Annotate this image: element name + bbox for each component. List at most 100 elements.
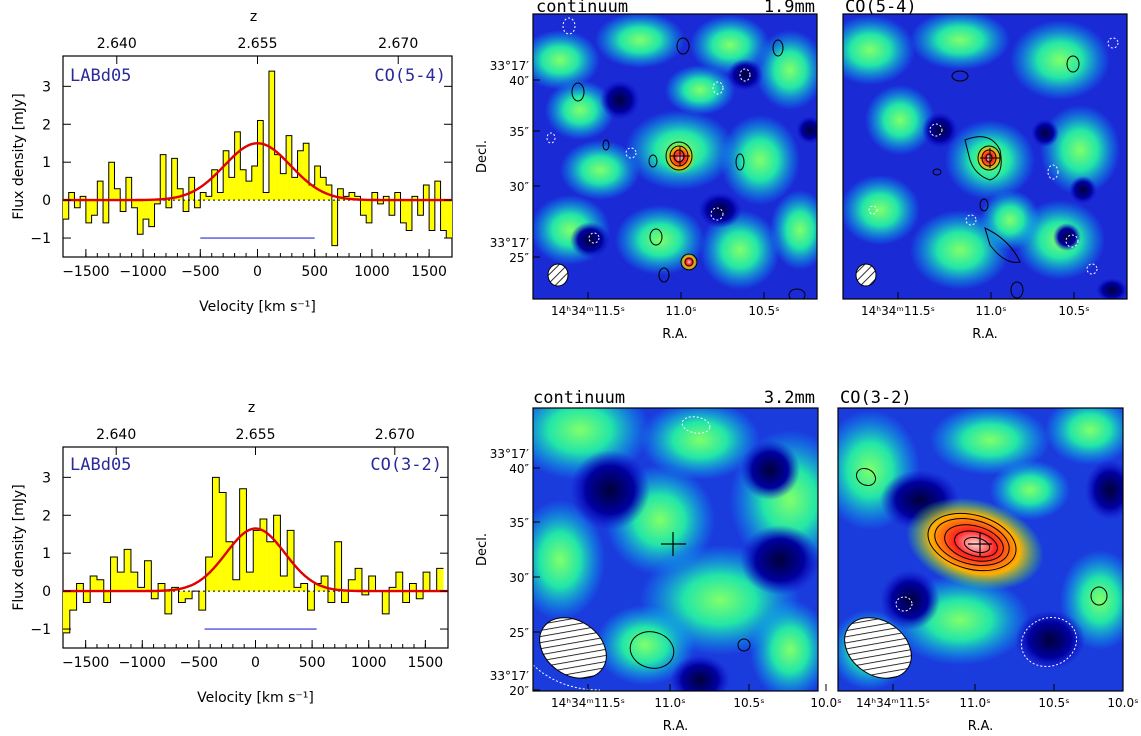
x-tick-label: 500 — [301, 264, 328, 280]
spectrum-bin — [371, 192, 378, 201]
spectrum-bin — [239, 488, 247, 592]
source-cross-1 — [670, 146, 690, 166]
dec-tick-label: 25″ — [509, 626, 529, 640]
spectrum-bin — [274, 154, 281, 201]
spectrum-bin — [361, 591, 369, 595]
spectrum-bin — [97, 181, 104, 201]
x-tick-label: −1000 — [119, 264, 166, 280]
ra-axis-label: R.A. — [972, 327, 998, 342]
map-frame-2 — [842, 13, 1128, 300]
map-title-band-bottom: 3.2mm — [764, 388, 815, 408]
x-tick-label: 1500 — [411, 264, 447, 280]
spectrum-bin — [286, 135, 292, 201]
ra-tick-label: 10.5ˢ — [748, 304, 779, 318]
spectrum-bin — [83, 591, 91, 603]
spectrum-axes-bottom: −1500 −1000 −500 0 500 1000 1500 −1 0 1 2 3 2.640 2.6… — [11, 400, 448, 706]
spectrum-bin — [320, 177, 327, 201]
spectrum-bin — [188, 177, 195, 201]
spectrum-bin — [417, 200, 424, 216]
x-tick-label: 1000 — [351, 655, 387, 671]
spectrum-bin — [263, 192, 269, 201]
spectrum-bin — [234, 131, 241, 201]
y-tick-label: 0 — [42, 193, 51, 209]
dec-tick-label: 40″ — [509, 74, 529, 88]
map-title-band-top: 1.9mm — [764, 0, 815, 17]
dec-tick-label: 30″ — [509, 180, 529, 194]
spectrum-bin — [303, 143, 309, 201]
map-continuum-1-9mm: continuum 1.9mm — [532, 0, 818, 300]
dec-tick-label: 33°17′ — [490, 669, 530, 683]
spectrum-bin — [211, 169, 218, 201]
y-axis-label: Flux density [mJy] — [11, 93, 27, 219]
spectrum-bin — [143, 200, 149, 220]
spectrum-bin — [251, 165, 258, 201]
spectrum-bin — [63, 200, 69, 220]
y-axis-label: Flux density [mJy] — [11, 484, 27, 610]
map-field-2 — [843, 14, 1127, 299]
ra-tick-label: 10.5ˢ — [1058, 304, 1089, 318]
ra-axis-label: R.A. — [968, 719, 994, 732]
spectrum-bin — [76, 583, 84, 592]
spectrum-bin — [280, 173, 287, 201]
beam-1 — [547, 263, 569, 287]
spectrum-bin — [314, 583, 322, 592]
spectrum-bin — [383, 196, 390, 201]
spectrum-bin — [154, 200, 161, 204]
spectrum-bin — [177, 188, 184, 201]
spectrum-bin — [185, 591, 193, 599]
spectrum-bars-top — [63, 71, 452, 246]
dec-axis-label: Decl. — [475, 140, 490, 173]
spectrum-bin — [321, 575, 328, 592]
spectrum-bin — [268, 71, 275, 201]
spectrum-bin — [395, 572, 403, 592]
spectrum-bin — [266, 541, 274, 592]
spectrum-bin — [411, 196, 418, 201]
beam-3 — [539, 617, 607, 679]
spectrum-bin — [394, 192, 401, 201]
y-tick-label: 2 — [42, 117, 51, 133]
spectrum-bin — [160, 154, 166, 201]
spectrum-bin — [117, 572, 125, 592]
x-tick-label: 1000 — [354, 264, 390, 280]
spectrum-bin — [80, 196, 86, 201]
spectrum-bin — [348, 579, 356, 592]
spectrum-bin — [130, 572, 138, 592]
spectrum-bin — [416, 591, 424, 599]
spectrum-bin — [280, 575, 288, 592]
ra-tick-label: 10.5ˢ — [733, 696, 764, 710]
spectrum-bin — [314, 165, 321, 201]
beam-2 — [855, 263, 877, 287]
spectrum-bin — [125, 177, 132, 201]
spectrum-bin — [368, 575, 376, 592]
spectrum-bin — [434, 181, 441, 201]
x-tick-label: −1500 — [62, 264, 109, 280]
x-tick-label: −500 — [181, 264, 219, 280]
spectrum-bin — [223, 150, 229, 201]
spectrum-bin — [377, 200, 384, 204]
spectrum-bin — [194, 200, 201, 208]
map-co54: CO(5-4) — [842, 0, 1128, 300]
spectrum-bin — [90, 575, 97, 592]
spectrum-bin — [402, 591, 410, 603]
spectrum-bin — [406, 200, 412, 231]
x-tick-label: 500 — [299, 655, 326, 671]
dec-axis-label: Decl. — [475, 533, 490, 566]
map-frame-4 — [837, 407, 1124, 692]
spectrum-bin — [217, 192, 224, 201]
spectrum-bin — [366, 200, 372, 223]
spectrum-bin — [382, 591, 390, 614]
x-tick-label: −500 — [180, 655, 218, 671]
spectrum-bin — [137, 587, 145, 592]
ra-axis-label: R.A. — [663, 719, 689, 732]
spectrum-bin — [260, 519, 267, 592]
spectrum-bin — [103, 591, 111, 603]
map-field-3 — [533, 408, 818, 691]
spectrum-bin — [436, 568, 444, 592]
spectrum-bin — [257, 120, 264, 201]
z-tick-label: 2.670 — [375, 427, 415, 443]
line-label-bottom: CO(3-2) — [370, 455, 442, 475]
spectrum-bin — [165, 200, 172, 208]
contours-4 — [855, 467, 1108, 606]
dec-tick-label: 33°17′ — [490, 59, 530, 73]
